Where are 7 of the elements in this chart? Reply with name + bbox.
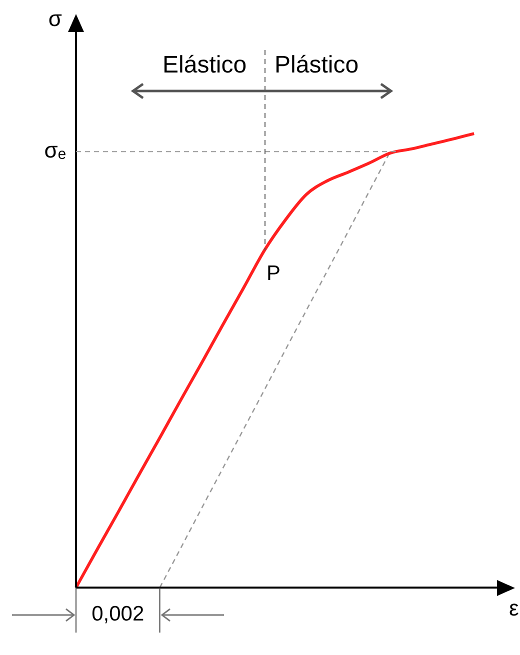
- text: Elástico: [162, 52, 247, 79]
- x-axis-title: ε: [509, 596, 519, 621]
- y-axis-title: σ: [48, 6, 62, 32]
- text: Plástico: [274, 52, 359, 79]
- ref-line-label: σₑ: [44, 138, 66, 163]
- annotation: P: [266, 262, 281, 286]
- text: 0,002: [92, 602, 144, 626]
